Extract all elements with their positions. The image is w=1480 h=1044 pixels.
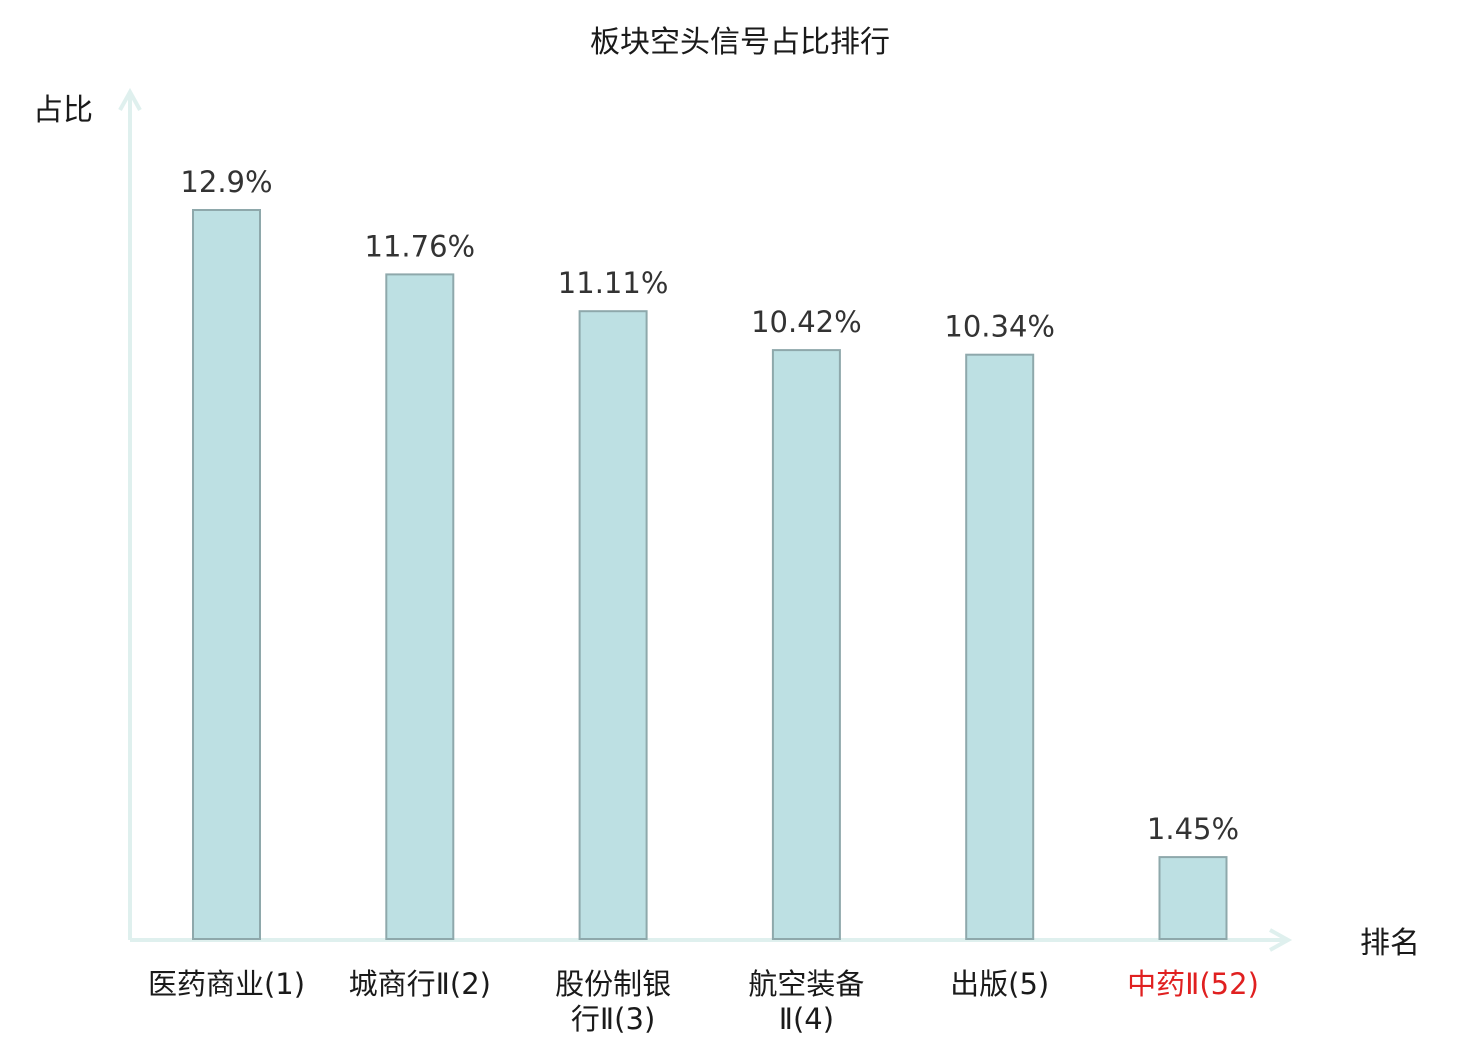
value-labels-group: 12.9% 11.76% 11.11% 10.42% 10.34% 1.45% (180, 165, 1239, 846)
category-tick-label: 股份制银 (555, 967, 671, 1001)
category-tick-label: 城商行Ⅱ(2) (349, 967, 491, 1001)
bar (578, 310, 648, 940)
category-tick-label: 中药Ⅱ(52) (1127, 967, 1259, 1001)
bar (385, 273, 455, 940)
bar-value-label: 1.45% (1147, 812, 1239, 846)
bars-group (192, 209, 1228, 941)
y-axis-label: 占比 (33, 93, 93, 128)
x-axis-label: 排名 (1360, 926, 1420, 961)
bar-value-label: 11.76% (365, 229, 476, 263)
y-axis (118, 87, 142, 940)
category-tick-label: Ⅱ(4) (779, 1002, 834, 1036)
bar (192, 209, 261, 940)
category-tick-label: 行Ⅱ(3) (571, 1002, 655, 1036)
x-axis (130, 928, 1293, 952)
chart-title: 板块空头信号占比排行 (590, 25, 890, 60)
bar (771, 349, 841, 941)
category-tick-label: 出版(5) (950, 967, 1049, 1001)
bar-value-label: 12.9% (180, 165, 272, 199)
bar-value-label: 11.11% (558, 266, 669, 300)
bar-value-label: 10.42% (751, 305, 862, 339)
bar (965, 353, 1035, 940)
category-tick-label: 航空装备 (748, 967, 864, 1001)
y-axis-arrow (118, 87, 142, 111)
x-axis-arrow (1269, 928, 1293, 952)
category-tick-label: 医药商业(1) (148, 967, 305, 1001)
bar (1158, 856, 1228, 940)
bar-value-label: 10.34% (944, 310, 1055, 344)
